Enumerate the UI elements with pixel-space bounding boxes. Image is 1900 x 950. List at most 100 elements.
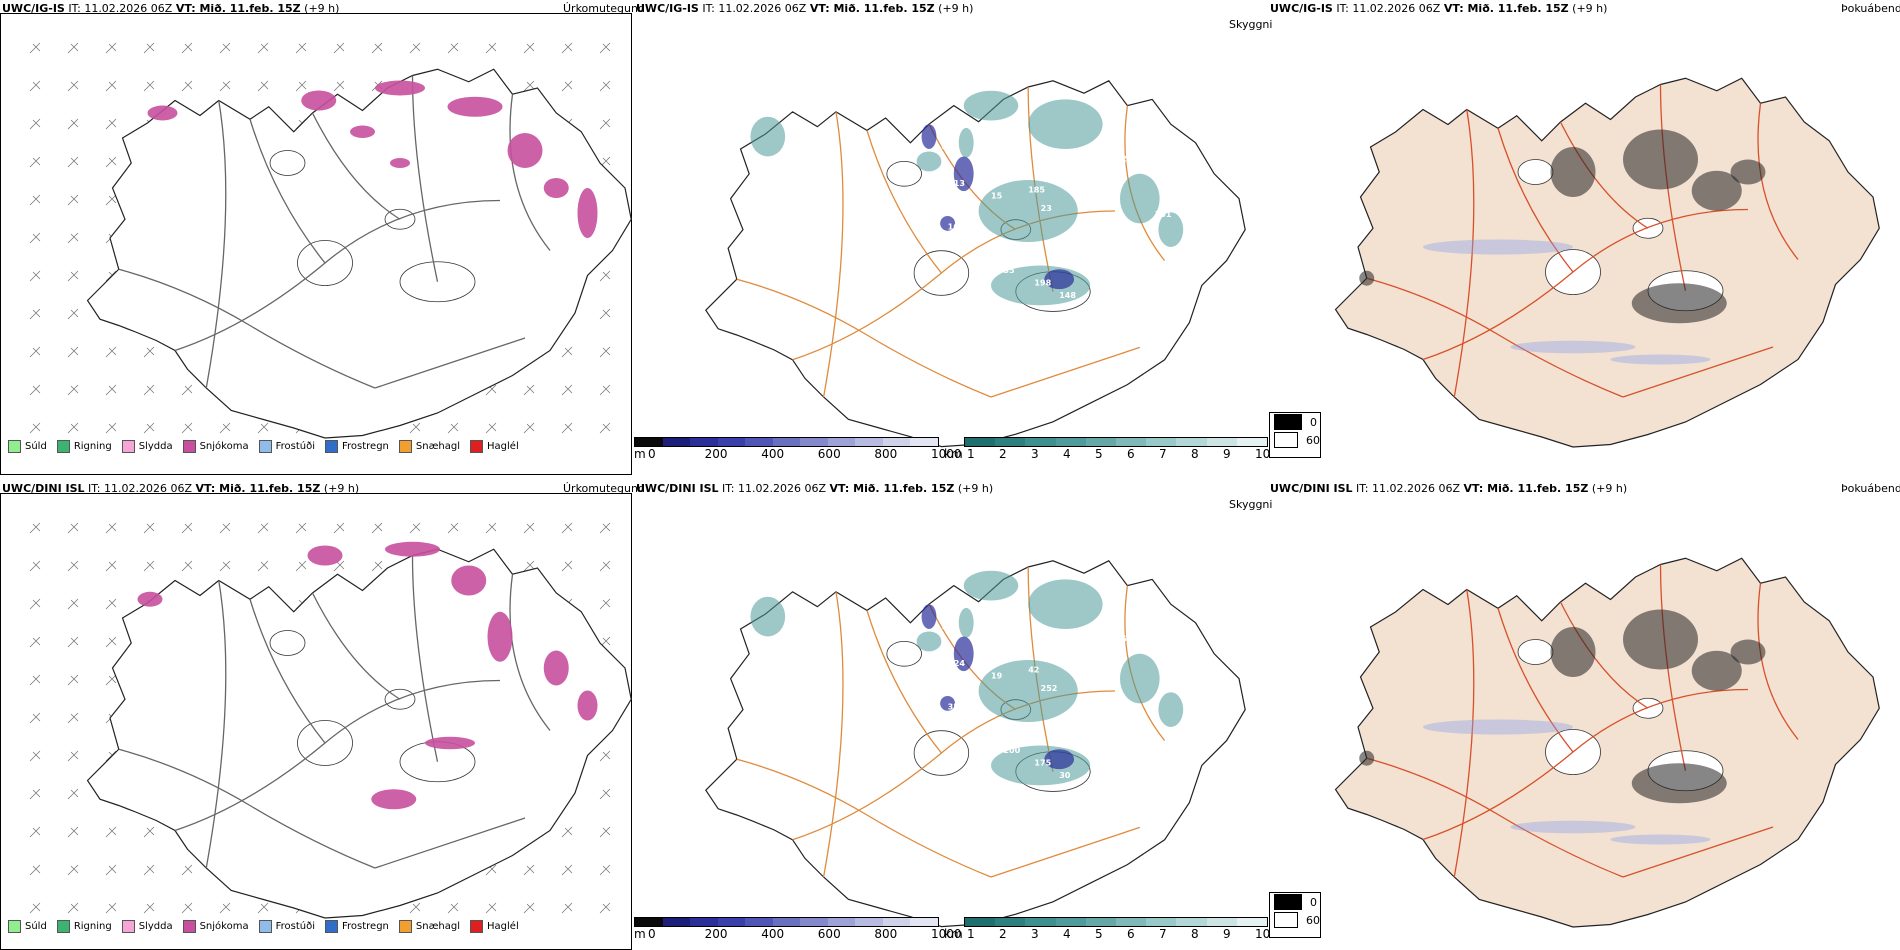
road-line	[411, 75, 439, 282]
road-line	[1757, 103, 1799, 260]
wind-barb	[181, 902, 193, 914]
wind-barb	[29, 270, 41, 282]
wind-barb	[561, 346, 573, 358]
wind-barb	[67, 346, 79, 358]
low-cloud-area	[1044, 269, 1075, 290]
legend-swatch	[258, 440, 272, 453]
wind-barb	[599, 384, 611, 396]
road-line	[411, 555, 439, 762]
wind-barb	[67, 194, 79, 206]
precip-map	[29, 522, 632, 919]
low-visibility-area	[1158, 212, 1184, 247]
wind-barb	[181, 80, 193, 92]
wind-barb	[257, 80, 269, 92]
wind-barb	[67, 826, 79, 838]
wind-barb	[599, 902, 611, 914]
colorbar-segment	[662, 918, 691, 926]
visibility-colorbar	[964, 917, 1268, 927]
wind-barb	[105, 636, 117, 648]
wind-barb	[447, 42, 459, 54]
wind-barb	[561, 522, 573, 534]
low-visibility-area	[958, 607, 974, 638]
colorbar-segment	[745, 918, 773, 926]
fog-index-area	[1623, 609, 1698, 670]
colorbar-segment	[882, 918, 911, 926]
road-line	[1497, 128, 1574, 273]
road-line	[509, 94, 551, 251]
wind-barb	[29, 156, 41, 168]
wind-barb	[523, 864, 535, 876]
colorbar-segment	[995, 918, 1026, 926]
wind-barb	[29, 750, 41, 762]
panel-product-label: Úrkomutegund	[563, 2, 645, 15]
legend-swatch	[182, 440, 196, 453]
fog-index-area	[1359, 270, 1375, 286]
wind-barb	[29, 422, 41, 434]
wind-barb	[599, 560, 611, 572]
colorbar-segment	[717, 918, 746, 926]
legend-swatch	[470, 440, 484, 453]
fog-index-area	[1730, 159, 1766, 185]
colorbar-tick: 800	[874, 927, 898, 941]
low-visibility-area	[916, 151, 942, 172]
wind-barb	[599, 750, 611, 762]
wind-barb	[257, 422, 269, 434]
colorbar-segment	[1236, 438, 1268, 446]
fog-label: 60	[1306, 433, 1320, 447]
iceland-map	[1334, 557, 1880, 928]
wind-barb	[561, 42, 573, 54]
cloud-base-colorbar	[634, 917, 939, 927]
wind-barb	[67, 674, 79, 686]
wind-barb	[181, 422, 193, 434]
road-line	[249, 599, 326, 744]
wind-barb	[143, 42, 155, 54]
precip-legend-item: Slydda	[121, 920, 173, 933]
colorbar-segment	[662, 438, 691, 446]
wind-barb	[105, 902, 117, 914]
legend-label: Frostregn	[342, 921, 389, 932]
legend-label: Snjókoma	[199, 921, 249, 932]
road-line	[118, 268, 376, 389]
legend-swatch	[325, 920, 338, 933]
cloud-base-label: 35	[1003, 266, 1015, 275]
wind-barb	[409, 522, 421, 534]
fog-swatch	[1274, 432, 1298, 448]
fog-map	[1334, 77, 1880, 448]
road-line	[866, 130, 942, 274]
precip-legend-item: Snjókoma	[182, 920, 249, 933]
wind-barb	[105, 42, 117, 54]
colorbar-tick: 5	[1095, 447, 1103, 461]
low-cloud-area	[940, 215, 956, 231]
cloud-base-label: 175	[1034, 758, 1051, 767]
fog-swatch	[1274, 894, 1302, 910]
wind-barb	[295, 80, 307, 92]
wind-barb	[105, 118, 117, 130]
wind-barb	[599, 598, 611, 610]
road-line	[736, 758, 992, 878]
precip-legend: Súld Rigning Slydda Snjókoma Frostúði Frostre…	[8, 920, 519, 933]
wind-barb	[67, 422, 79, 434]
legend-swatch	[398, 440, 412, 453]
colorbar-segment	[995, 438, 1026, 446]
legend-label: Snjókoma	[199, 441, 249, 452]
precip-legend-item: Súld	[8, 440, 47, 453]
wind-barb	[181, 560, 193, 572]
river-line	[1423, 719, 1573, 735]
precip-legend-item: Rigning	[56, 440, 112, 453]
panel-title: UWC/DINI ISL IT: 11.02.2026 06Z VT: Mið.…	[636, 482, 994, 495]
road-line	[822, 111, 844, 398]
snowfall-area	[451, 565, 487, 596]
wind-barb	[29, 522, 41, 534]
fog-legend-item: 60	[1270, 911, 1320, 929]
low-visibility-area	[978, 660, 1078, 722]
legend-swatch	[121, 920, 135, 933]
low-cloud-area	[953, 636, 974, 672]
visibility-unit: km	[944, 447, 963, 461]
colorbar-segment	[635, 918, 663, 926]
fog-label: 60	[1306, 913, 1320, 927]
visibility-colorbar	[964, 437, 1268, 447]
legend-label: Slydda	[138, 921, 173, 932]
colorbar-segment	[717, 438, 746, 446]
road-line	[1453, 109, 1475, 398]
river-line	[1423, 239, 1573, 255]
